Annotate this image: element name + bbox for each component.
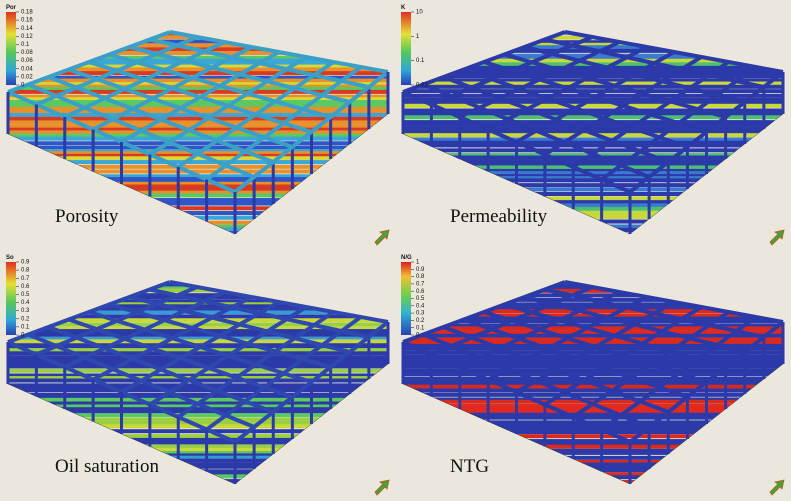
caption: Oil saturation [55, 456, 159, 477]
colorbar-label: 0.01 [416, 83, 428, 89]
orientation-icon [770, 480, 784, 495]
colorbar-label: 0.7 [416, 281, 425, 287]
colorbar-label: 0.18 [21, 10, 33, 16]
colorbar-label: 0.1 [416, 325, 425, 331]
colorbar-label: 0.9 [21, 260, 30, 266]
colorbar [6, 262, 16, 335]
colorbar-label: 1 [416, 260, 420, 266]
colorbar-label: 0.16 [21, 18, 33, 24]
colorbar-label: 0.1 [416, 58, 425, 64]
colorbar-label: 0.2 [416, 318, 425, 324]
caption: Permeability [450, 206, 548, 227]
colorbar [401, 262, 411, 335]
colorbar-label: 10 [416, 10, 423, 16]
colorbar-label: 0.06 [21, 58, 33, 64]
colorbar-label: 0.14 [21, 26, 33, 32]
colorbar-label: 0.4 [416, 303, 425, 309]
colorbar-label: 0.02 [21, 74, 33, 80]
colorbar-label: 0.1 [21, 42, 30, 48]
colorbar-label: 0.3 [416, 311, 425, 317]
colorbar-label: 0.04 [21, 66, 33, 72]
caption: Porosity [55, 206, 119, 227]
colorbar-label: 0.7 [21, 276, 30, 282]
orientation-icon [375, 480, 389, 495]
caption: NTG [450, 456, 489, 477]
colorbar [6, 12, 16, 85]
colorbar-label: 0.8 [416, 274, 425, 280]
colorbar-label: 0.9 [416, 267, 425, 273]
legend-title: N/G [401, 255, 412, 261]
colorbar-label: 0.3 [21, 308, 30, 314]
colorbar-label: 0.1 [21, 324, 30, 330]
orientation-icon [770, 230, 784, 245]
legend-title: K [401, 5, 406, 11]
panel: Por0.180.160.140.120.10.080.060.040.020P… [6, 5, 389, 245]
colorbar-label: 0.4 [21, 300, 30, 306]
colorbar-label: 0.12 [21, 34, 33, 40]
colorbar-label: 0.8 [21, 268, 30, 274]
colorbar-label: 0.5 [21, 292, 30, 298]
colorbar-label: 0.6 [416, 289, 425, 295]
orientation-icon [375, 230, 389, 245]
colorbar-label: 1 [416, 34, 420, 40]
colorbar-label: 0.08 [21, 50, 33, 56]
legend-title: So [6, 255, 14, 261]
colorbar-label: 0.5 [416, 296, 425, 302]
colorbar-label: 0.2 [21, 316, 30, 322]
colorbar-label: 0.6 [21, 284, 30, 290]
panel: K 10 1 0.1 0.01 Permeability [401, 5, 784, 245]
legend-title: Por [6, 5, 17, 11]
colorbar [401, 12, 411, 85]
figure: Por0.180.160.140.120.10.080.060.040.020P… [0, 0, 791, 501]
